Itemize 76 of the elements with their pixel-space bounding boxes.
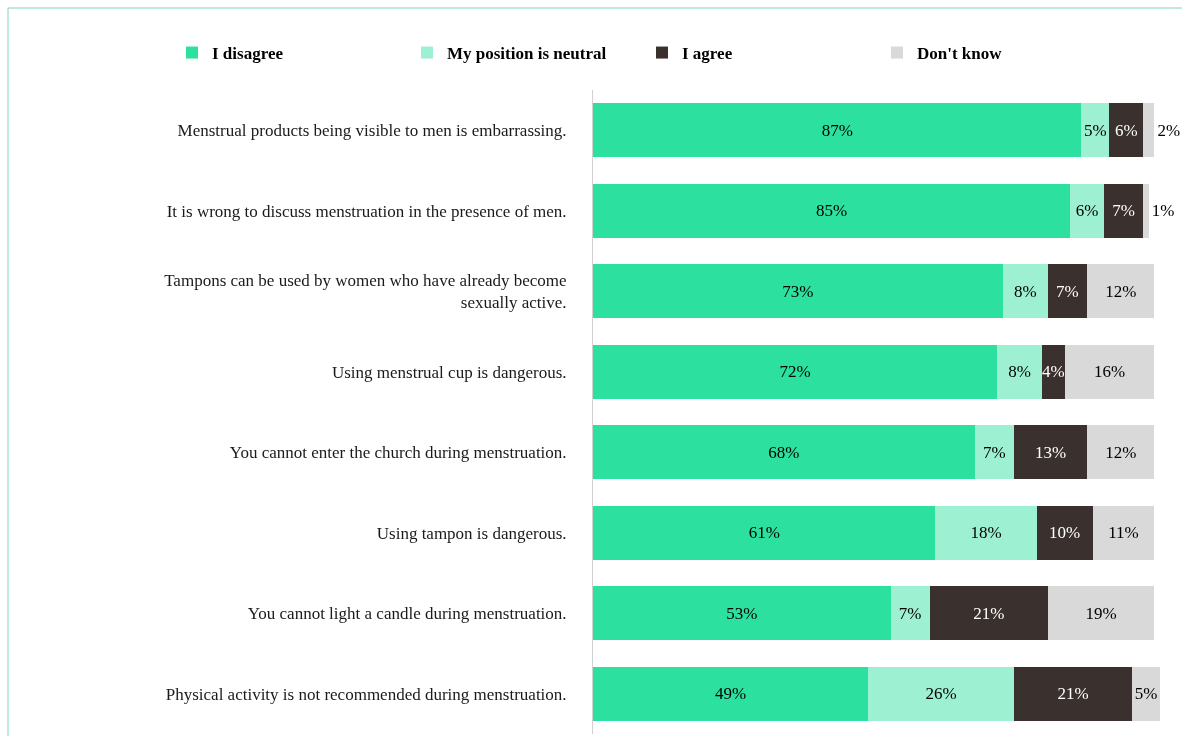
- bar: [1064, 344, 1155, 399]
- bar: [1036, 505, 1093, 560]
- bar: [1087, 425, 1155, 480]
- y-tick-label: You cannot light a candle during menstruation.: [247, 604, 567, 624]
- y-tick-label: Physical activity is not recommended during menstruation.: [165, 684, 567, 704]
- bar: [593, 505, 936, 560]
- data-label: 4%: [1042, 362, 1065, 382]
- bar: [1047, 264, 1088, 319]
- legend-label: My position is neutral: [447, 44, 607, 64]
- data-label: 16%: [1093, 362, 1126, 382]
- bar: [935, 505, 1037, 560]
- bar: [1047, 586, 1155, 641]
- bar: [593, 264, 1003, 319]
- data-label: 7%: [898, 603, 922, 623]
- data-label: 73%: [782, 281, 814, 301]
- legend-label: I disagree: [212, 44, 284, 64]
- data-label: 8%: [1008, 362, 1031, 382]
- data-label: 21%: [973, 603, 1005, 623]
- data-label: 8%: [1013, 281, 1037, 301]
- bar: [593, 344, 998, 399]
- bar: [593, 103, 1082, 158]
- bar: [1131, 666, 1160, 721]
- data-label: 7%: [1056, 281, 1079, 301]
- legend-label: I agree: [682, 44, 733, 64]
- data-label: 10%: [1048, 523, 1081, 543]
- data-label: 2%: [1157, 120, 1181, 140]
- bar: [974, 425, 1015, 480]
- bar: [1143, 103, 1155, 158]
- y-tick-label: Using menstrual cup is dangerous.: [331, 362, 567, 382]
- bar: [929, 586, 1048, 641]
- bar: [1103, 183, 1144, 238]
- bar: [1081, 103, 1110, 158]
- bar: [890, 586, 930, 641]
- data-label: 53%: [726, 603, 758, 623]
- data-label: 11%: [1108, 523, 1139, 543]
- bar: [1070, 183, 1104, 238]
- bar: [1092, 505, 1155, 560]
- data-label: 61%: [748, 523, 780, 543]
- bar: [1002, 264, 1048, 319]
- bar: [593, 586, 891, 641]
- bar: [997, 344, 1043, 399]
- y-tick-label: Using tampon is dangerous.: [376, 523, 567, 543]
- bar: [593, 183, 1071, 238]
- data-label: 19%: [1085, 603, 1117, 623]
- data-label: 7%: [983, 442, 1006, 462]
- bar: [593, 425, 975, 480]
- y-tick-label: It is wrong to discuss menstruation in the presence of men.: [166, 201, 567, 221]
- data-label: 72%: [779, 362, 811, 382]
- legend-label: Don't know: [917, 44, 1003, 64]
- bar: [1014, 425, 1088, 480]
- y-tick-label: Tampons can be used by women who have already become sexually active.: [164, 271, 567, 313]
- y-tick-label: Menstrual products being visible to men is embarrassing.: [177, 121, 567, 141]
- data-label: 12%: [1105, 442, 1137, 462]
- data-label: 5%: [1084, 120, 1107, 140]
- data-label: 7%: [1112, 201, 1135, 221]
- bar: [1109, 103, 1144, 158]
- data-label: 49%: [714, 684, 747, 704]
- data-label: 5%: [1134, 684, 1158, 704]
- data-label: 18%: [970, 523, 1002, 543]
- bar: [1143, 183, 1149, 238]
- data-label: 1%: [1151, 201, 1175, 221]
- bar: [1014, 666, 1132, 721]
- bar: [593, 666, 869, 721]
- data-label: 12%: [1105, 281, 1137, 301]
- bar: [1042, 344, 1065, 399]
- bar: [1087, 264, 1155, 319]
- bar: [868, 666, 1015, 721]
- data-label: 21%: [1057, 684, 1089, 704]
- y-tick-label: You cannot enter the church during menstruation.: [229, 443, 567, 463]
- data-label: 26%: [925, 684, 957, 704]
- data-label: 6%: [1114, 120, 1138, 140]
- data-label: 6%: [1075, 201, 1099, 221]
- data-label: 87%: [821, 120, 853, 140]
- data-label: 85%: [816, 201, 848, 221]
- data-label: 13%: [1034, 442, 1067, 462]
- data-label: 68%: [768, 442, 800, 462]
